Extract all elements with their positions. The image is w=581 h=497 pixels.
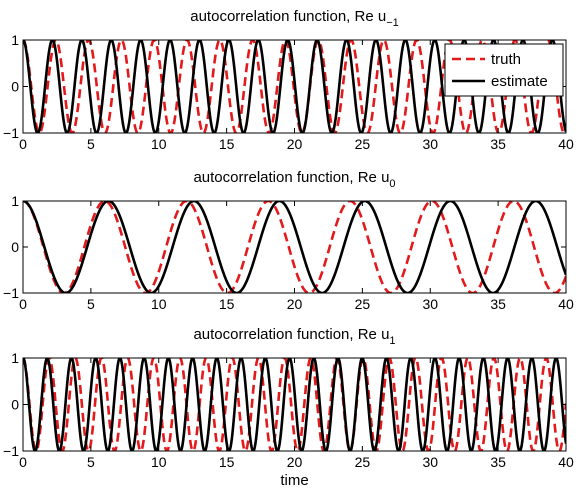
x-tick-label: 30: [422, 296, 438, 312]
x-tick-label: 10: [151, 136, 167, 152]
panel-title: autocorrelation function, Re u−1: [190, 8, 399, 29]
chart-panel-3: autocorrelation function, Re u10 5 10 15 20 2…: [3, 326, 574, 489]
x-tick-label: 40: [558, 136, 574, 152]
x-tick-label: 35: [490, 136, 506, 152]
axes-frame: [22, 200, 567, 294]
x-tick-label: 5: [87, 454, 95, 470]
chart-panel-1: autocorrelation function, Re u−10 5 10 15 20…: [3, 8, 574, 152]
y-tick-label: −1: [3, 125, 19, 141]
y-tick-label: 1: [11, 350, 19, 366]
x-tick-label: 10: [151, 296, 167, 312]
x-tick-label: 20: [287, 296, 303, 312]
x-tick-label: 25: [355, 136, 371, 152]
x-tick-label: 35: [490, 454, 506, 470]
legend-box: [444, 43, 564, 97]
x-tick-label: 5: [87, 136, 95, 152]
x-tick-label: 15: [219, 296, 235, 312]
x-axis-label: time: [280, 472, 308, 489]
x-tick-label: 30: [422, 454, 438, 470]
y-tick-label: −1: [3, 285, 19, 301]
series-line-estimate: [23, 201, 566, 293]
y-tick-label: −1: [3, 443, 19, 459]
y-tick-label: 0: [11, 79, 19, 95]
x-tick-label: 40: [558, 296, 574, 312]
x-tick-label: 20: [287, 454, 303, 470]
x-tick-label: 5: [87, 296, 95, 312]
legend: truth estimate: [444, 43, 564, 97]
y-tick-label: 1: [11, 32, 19, 48]
series-line-estimate: [23, 358, 566, 451]
x-tick-label: 15: [219, 454, 235, 470]
x-tick-label: 15: [219, 136, 235, 152]
x-tick-label: 0: [19, 454, 27, 470]
x-tick-label: 35: [490, 296, 506, 312]
legend-label-truth: truth: [491, 51, 521, 68]
x-tick-label: 40: [558, 454, 574, 470]
series-line-estimate: [23, 40, 566, 133]
panel-title-subscript: −1: [386, 17, 399, 29]
series-line-truth: [23, 201, 566, 293]
y-tick-label: 0: [11, 397, 19, 413]
x-tick-label: 10: [151, 454, 167, 470]
y-tick-label: 0: [11, 239, 19, 255]
x-tick-label: 0: [19, 136, 27, 152]
y-tick-label: 1: [11, 193, 19, 209]
x-tick-label: 0: [19, 296, 27, 312]
panel-title-main: autocorrelation function, Re u: [193, 169, 389, 186]
panel-title: autocorrelation function, Re u1: [193, 326, 395, 347]
x-tick-label: 25: [355, 296, 371, 312]
panel-title-subscript: 0: [389, 178, 395, 190]
legend-label-estimate: estimate: [491, 73, 548, 90]
panel-title-main: autocorrelation function, Re u: [193, 326, 389, 343]
x-tick-label: 30: [422, 136, 438, 152]
panel-title-main: autocorrelation function, Re u: [190, 8, 386, 25]
x-tick-label: 20: [287, 136, 303, 152]
chart-panel-2: autocorrelation function, Re u00 5 10 15 20 2…: [3, 169, 574, 312]
panel-title-subscript: 1: [389, 335, 395, 347]
x-tick-label: 25: [355, 454, 371, 470]
panel-title: autocorrelation function, Re u0: [193, 169, 395, 190]
